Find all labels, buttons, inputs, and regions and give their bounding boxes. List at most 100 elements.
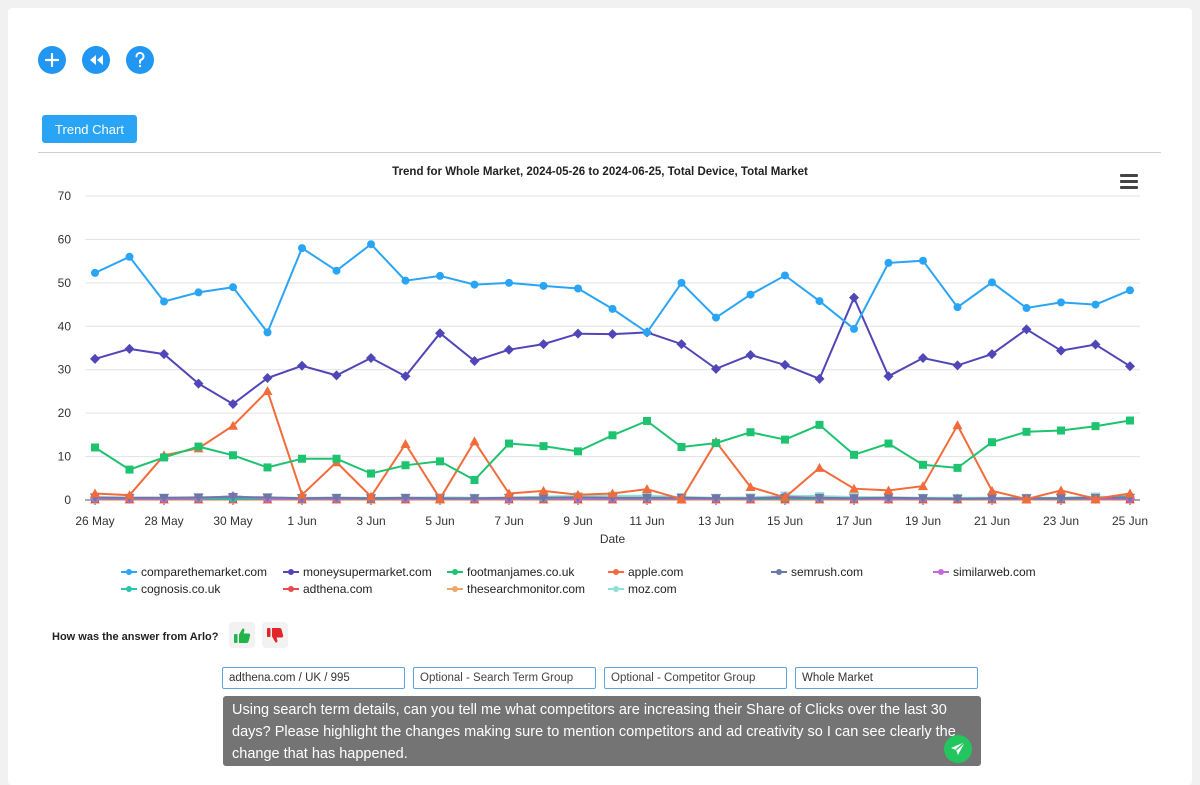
competitor-group-field[interactable]: Optional - Competitor Group — [604, 667, 787, 689]
point-footmanjames-co-uk — [436, 457, 444, 466]
y-tick-label: 30 — [58, 363, 72, 377]
legend-item[interactable]: comparethemarket.com — [121, 565, 267, 579]
point-comparethemarket-com — [194, 288, 203, 297]
point-apple-com — [987, 485, 997, 495]
point-apple-com — [780, 492, 790, 502]
point-moneysupermarket-com — [366, 352, 376, 363]
x-tick-label: 30 May — [213, 514, 252, 528]
point-footmanjames-co-uk — [1126, 416, 1134, 425]
legend-marker-icon — [933, 569, 949, 575]
point-apple-com — [90, 488, 100, 498]
point-semrush-com — [642, 493, 652, 503]
point-apple-com — [1125, 488, 1135, 498]
point-footmanjames-co-uk — [988, 438, 996, 447]
point-comparethemarket-com — [1057, 298, 1065, 307]
point-apple-com — [262, 385, 273, 395]
series-line-moneysupermarket-com — [94, 295, 1131, 406]
legend-item[interactable]: moz.com — [608, 582, 677, 596]
search-term-group-field[interactable]: Optional - Search Term Group — [413, 667, 596, 689]
legend-label: apple.com — [628, 565, 684, 579]
tab-trend-chart[interactable]: Trend Chart — [42, 115, 137, 143]
point-semrush-com — [745, 494, 756, 504]
point-moneysupermarket-com — [849, 292, 859, 303]
legend-label: moz.com — [628, 582, 677, 596]
legend-item[interactable]: apple.com — [608, 565, 683, 579]
point-moneysupermarket-com — [297, 360, 307, 371]
legend-item[interactable]: similarweb.com — [933, 565, 1036, 579]
point-moneysupermarket-com — [159, 349, 169, 360]
x-tick-label: 15 Jun — [767, 514, 803, 528]
legend-marker-icon — [608, 586, 624, 592]
point-apple-com — [538, 485, 549, 495]
point-comparethemarket-com — [263, 328, 272, 337]
x-tick-label: 5 Jun — [425, 514, 454, 528]
chart-menu-icon[interactable] — [1120, 174, 1138, 190]
point-semrush-com — [711, 494, 721, 504]
point-apple-com — [814, 462, 825, 472]
x-tick-label: 7 Jun — [494, 514, 523, 528]
legend-label: footmanjames.co.uk — [467, 565, 575, 579]
point-semrush-com — [193, 493, 204, 503]
point-apple-com — [952, 420, 963, 430]
point-apple-com — [1056, 485, 1066, 495]
tab-divider — [38, 152, 1161, 153]
point-apple-com — [1090, 493, 1101, 503]
legend-item[interactable]: adthena.com — [283, 582, 372, 596]
point-moneysupermarket-com — [538, 339, 549, 350]
rewind-button[interactable] — [82, 46, 110, 74]
point-apple-com — [124, 490, 135, 500]
point-apple-com — [918, 481, 928, 491]
point-comparethemarket-com — [229, 283, 237, 292]
series-line-apple-com — [94, 389, 1131, 501]
point-footmanjames-co-uk — [470, 476, 479, 485]
point-comparethemarket-com — [815, 297, 824, 306]
legend-label: moneysupermarket.com — [303, 565, 432, 579]
thumbs-up-icon — [234, 627, 251, 643]
point-footmanjames-co-uk — [884, 439, 893, 448]
account-field[interactable]: adthena.com / UK / 995 — [222, 667, 405, 689]
point-apple-com — [607, 488, 618, 498]
thumbs-up-button[interactable] — [229, 622, 255, 648]
point-semrush-com — [331, 493, 342, 503]
point-footmanjames-co-uk — [263, 463, 272, 472]
legend-item[interactable]: moneysupermarket.com — [283, 565, 432, 579]
point-moneysupermarket-com — [400, 371, 411, 382]
query-text: Using search term details, can you tell … — [232, 702, 956, 762]
legend-item[interactable]: semrush.com — [771, 565, 863, 579]
point-footmanjames-co-uk — [1022, 427, 1031, 436]
point-comparethemarket-com — [574, 284, 582, 293]
point-semrush-com — [918, 494, 928, 504]
legend-marker-icon — [447, 586, 463, 592]
query-input[interactable]: Using search term details, can you tell … — [223, 696, 981, 766]
point-footmanjames-co-uk — [643, 416, 651, 425]
send-button[interactable] — [944, 735, 972, 763]
help-button[interactable] — [126, 46, 154, 74]
point-moneysupermarket-com — [711, 363, 721, 374]
y-tick-label: 50 — [58, 276, 72, 290]
y-tick-label: 10 — [58, 450, 72, 464]
point-comparethemarket-com — [125, 252, 134, 261]
point-footmanjames-co-uk — [712, 439, 720, 448]
point-apple-com — [228, 420, 238, 430]
legend-item[interactable]: cognosis.co.uk — [121, 582, 220, 596]
market-field[interactable]: Whole Market — [795, 667, 978, 689]
add-button[interactable] — [38, 46, 66, 74]
point-comparethemarket-com — [436, 271, 444, 280]
point-apple-com — [400, 438, 411, 448]
legend-item[interactable]: footmanjames.co.uk — [447, 565, 574, 579]
thumbs-down-button[interactable] — [262, 622, 288, 648]
series-line-footmanjames-co-uk — [94, 419, 1131, 482]
point-semrush-com — [538, 493, 549, 503]
point-footmanjames-co-uk — [539, 442, 548, 451]
point-semrush-com — [952, 494, 963, 504]
legend-marker-icon — [283, 569, 299, 575]
point-comparethemarket-com — [470, 280, 479, 289]
point-apple-com — [297, 489, 307, 499]
y-tick-label: 70 — [58, 189, 72, 203]
point-moneysupermarket-com — [607, 329, 618, 340]
point-footmanjames-co-uk — [608, 431, 617, 440]
legend-item[interactable]: thesearchmonitor.com — [447, 582, 585, 596]
point-comparethemarket-com — [539, 281, 548, 290]
point-footmanjames-co-uk — [332, 454, 341, 463]
